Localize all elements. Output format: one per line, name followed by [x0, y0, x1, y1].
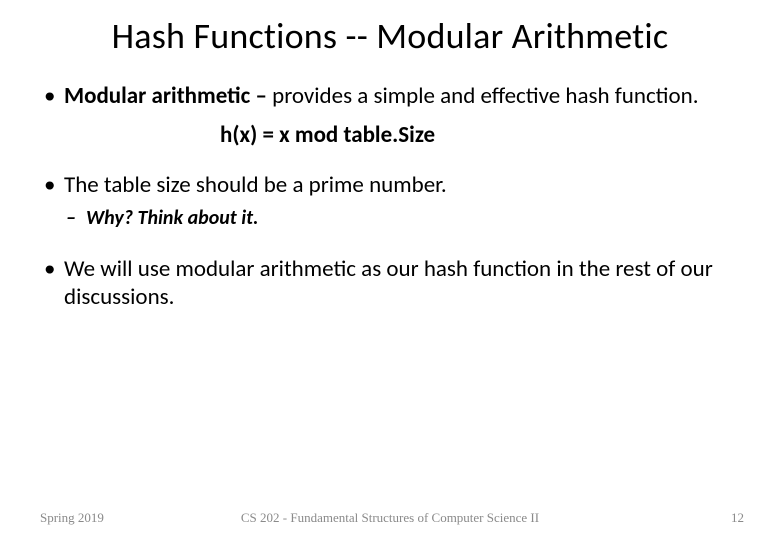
bullet-prime-text: The table size should be a prime number.	[64, 171, 447, 199]
bullet-prime: The table size should be a prime number.…	[40, 171, 740, 231]
sub-why: Why? Think about it.	[64, 206, 740, 231]
footer-course: CS 202 - Fundamental Structures of Compu…	[0, 510, 780, 526]
sub-list: Why? Think about it.	[64, 206, 740, 231]
term-modular: Modular arithmetic –	[64, 82, 272, 110]
slide: Hash Functions -- Modular Arithmetic Mod…	[0, 0, 780, 540]
hash-formula: h(x) = x mod table.Size	[40, 121, 740, 149]
bullet-list-3: We will use modular arithmetic as our ha…	[40, 255, 740, 313]
bullet-list-2: The table size should be a prime number.…	[40, 171, 740, 231]
slide-title: Hash Functions -- Modular Arithmetic	[40, 14, 740, 58]
footer-page-number: 12	[731, 510, 744, 526]
bullet-list: Modular arithmetic – provides a simple a…	[40, 82, 740, 111]
bullet-use-modular: We will use modular arithmetic as our ha…	[40, 255, 740, 313]
term-rest: provides a simple and effective hash fun…	[272, 82, 698, 110]
spacer	[40, 241, 740, 255]
bullet-modular-arithmetic: Modular arithmetic – provides a simple a…	[40, 82, 740, 111]
